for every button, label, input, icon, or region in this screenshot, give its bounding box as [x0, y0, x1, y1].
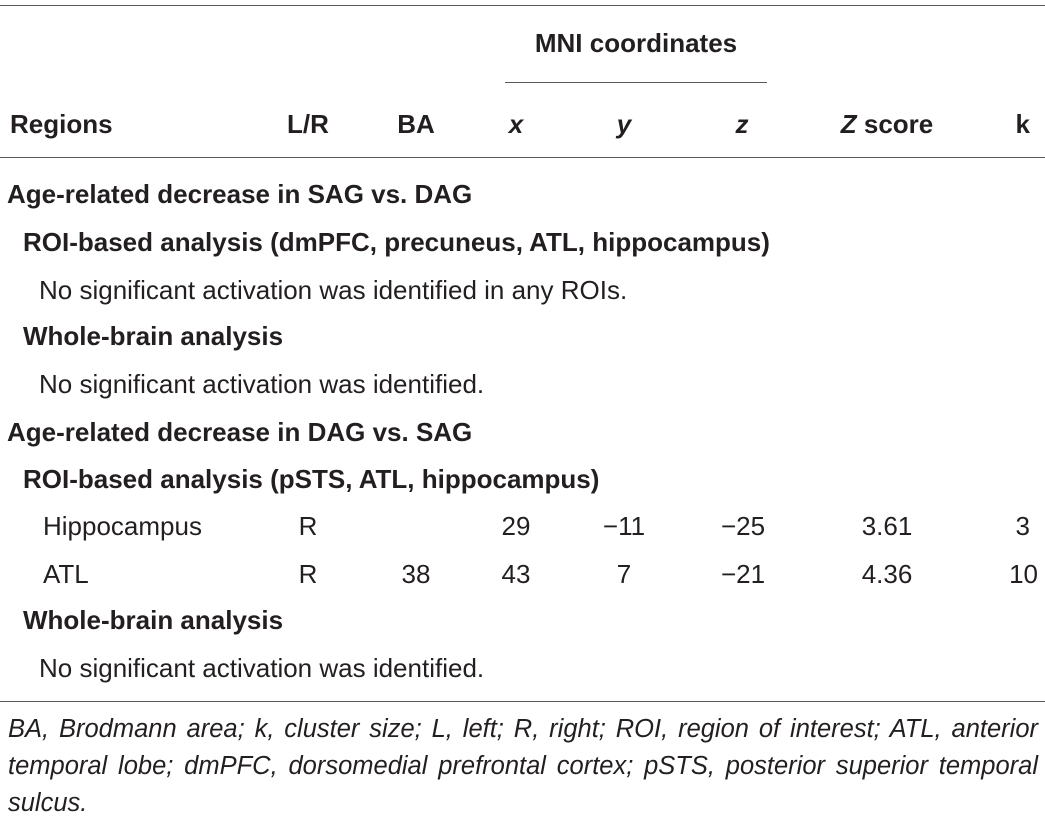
top-rule	[0, 5, 1045, 6]
mni-group-rule	[505, 82, 767, 83]
subsection-title: Whole-brain analysis	[23, 605, 284, 635]
result-note: No significant activation was identified…	[39, 275, 628, 305]
header-z: z	[735, 109, 749, 139]
cell-y: −11	[602, 511, 646, 541]
cell-k: 10	[1009, 559, 1038, 589]
cell-k: 3	[1015, 511, 1030, 541]
header-z-score: Z score	[840, 109, 934, 139]
header-rule	[0, 157, 1045, 158]
cell-x: 29	[501, 511, 531, 541]
header-mni-coordinates: MNI coordinates	[534, 28, 738, 58]
cell-x: 43	[501, 559, 531, 589]
cell-ba: 38	[401, 559, 431, 589]
table-footnote: BA, Brodmann area; k, cluster size; L, l…	[8, 715, 1038, 817]
cell-lr: R	[298, 511, 318, 541]
section-title: Age-related decrease in DAG vs. SAG	[7, 417, 473, 447]
subsection-title: ROI-based analysis (dmPFC, precuneus, AT…	[23, 227, 770, 257]
cell-z: −21	[720, 559, 766, 589]
header-regions: Regions	[10, 109, 113, 139]
result-note: No significant activation was identified…	[39, 653, 485, 683]
header-lr: L/R	[287, 109, 329, 139]
bottom-rule	[0, 701, 1045, 702]
header-x: x	[508, 109, 524, 139]
cell-zscore: 4.36	[861, 559, 913, 589]
cell-z: −25	[720, 511, 766, 541]
section-title: Age-related decrease in SAG vs. DAG	[7, 179, 473, 209]
header-k: k	[1015, 109, 1030, 139]
cell-region: Hippocampus	[43, 511, 202, 541]
subsection-title: ROI-based analysis (pSTS, ATL, hippocamp…	[23, 464, 600, 494]
subsection-title: Whole-brain analysis	[23, 321, 284, 351]
cell-y: 7	[616, 559, 632, 589]
cell-region: ATL	[43, 559, 89, 589]
result-note: No significant activation was identified…	[39, 369, 485, 399]
header-y: y	[616, 109, 632, 139]
cell-lr: R	[298, 559, 318, 589]
header-ba: BA	[397, 109, 435, 139]
cell-zscore: 3.61	[861, 511, 913, 541]
